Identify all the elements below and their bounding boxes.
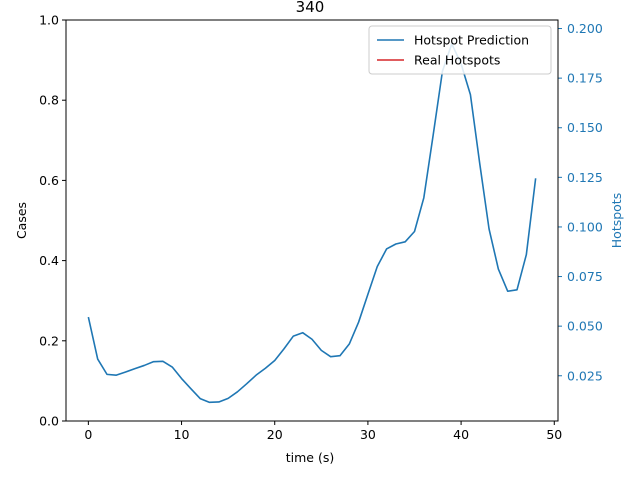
legend-box	[368, 25, 552, 75]
y-tick-label-right: 0.150	[567, 120, 603, 135]
y-tick-label-left: 0.2	[39, 333, 59, 348]
chart-title: 340	[296, 0, 325, 16]
x-tick-label: 30	[360, 427, 376, 442]
legend-label-real-hotspots: Real Hotspots	[414, 53, 500, 68]
x-tick-label: 20	[267, 427, 283, 442]
x-tick-label: 50	[546, 427, 562, 442]
y-tick-label-right: 0.050	[567, 319, 603, 334]
y-axis-left: 0.0 0.2 0.4 0.6 0.8 1.0	[39, 13, 66, 429]
legend: Hotspot Prediction Real Hotspots	[368, 25, 552, 75]
y-axis-label-right: Hotspots	[609, 193, 624, 248]
x-tick-label: 40	[453, 427, 469, 442]
x-axis-label: time (s)	[286, 450, 334, 465]
plot-frame	[65, 19, 559, 422]
x-tick-label: 10	[174, 427, 190, 442]
y-tick-label-right: 0.200	[567, 21, 603, 36]
x-tick-label: 0	[84, 427, 92, 442]
y-tick-label-right: 0.100	[567, 219, 603, 234]
y-tick-label-right: 0.175	[567, 71, 603, 86]
y-axis-label-left: Cases	[14, 202, 29, 239]
y-tick-label-right: 0.025	[567, 368, 603, 383]
y-tick-label-right: 0.075	[567, 269, 603, 284]
y-tick-label-left: 0.8	[39, 93, 59, 108]
x-axis: 0 10 20 30 40 50	[84, 421, 562, 442]
y-axis-right: 0.025 0.050 0.075 0.100 0.125 0.150 0.175 0.200	[558, 21, 603, 383]
legend-label-hotspot-prediction: Hotspot Prediction	[414, 33, 529, 48]
y-tick-label-left: 1.0	[39, 13, 59, 28]
y-tick-label-right: 0.125	[567, 170, 603, 185]
y-tick-label-left: 0.4	[39, 253, 59, 268]
y-tick-label-left: 0.6	[39, 173, 59, 188]
y-tick-label-left: 0.0	[39, 414, 59, 429]
series-layer	[87, 43, 537, 404]
series-line-hotspot-prediction	[87, 43, 537, 404]
